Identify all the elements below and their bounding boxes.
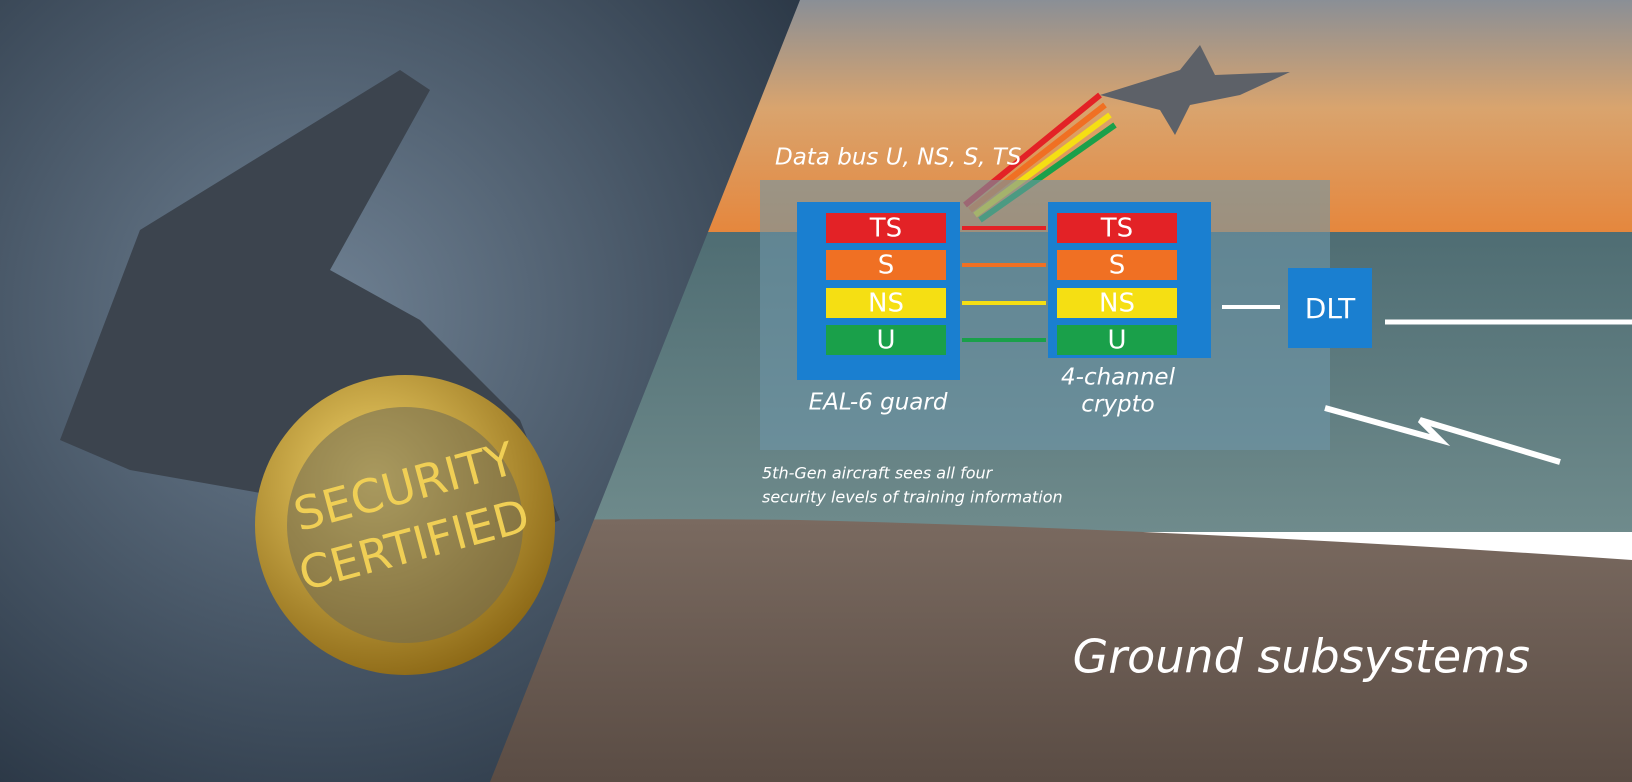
level-label: NS <box>1099 289 1135 319</box>
level-label: U <box>876 326 895 356</box>
data-bus-label: Data bus U, NS, S, TS <box>775 145 1021 171</box>
page: {"badge": {"lines": ["SECURITY", "CERTIF… <box>0 0 1632 782</box>
level-label: S <box>878 251 895 281</box>
crypto-label: crypto <box>1081 392 1154 418</box>
level-label: U <box>1107 326 1126 356</box>
level-label: S <box>1109 251 1126 281</box>
caption: security levels of training information <box>762 488 1063 507</box>
caption: 5th-Gen aircraft sees all four <box>762 464 994 483</box>
crypto-label: 4-channel <box>1061 365 1176 391</box>
level-label: TS <box>1100 214 1133 244</box>
dlt-label: DLT <box>1305 292 1356 325</box>
level-label: NS <box>868 289 904 319</box>
guard-label: EAL-6 guard <box>809 390 948 416</box>
level-label: TS <box>869 214 902 244</box>
scene: SECURITY CERTIFIED Data bus U, NS, S, TS… <box>0 0 1632 782</box>
footer-title: Ground subsystems <box>1073 630 1530 684</box>
